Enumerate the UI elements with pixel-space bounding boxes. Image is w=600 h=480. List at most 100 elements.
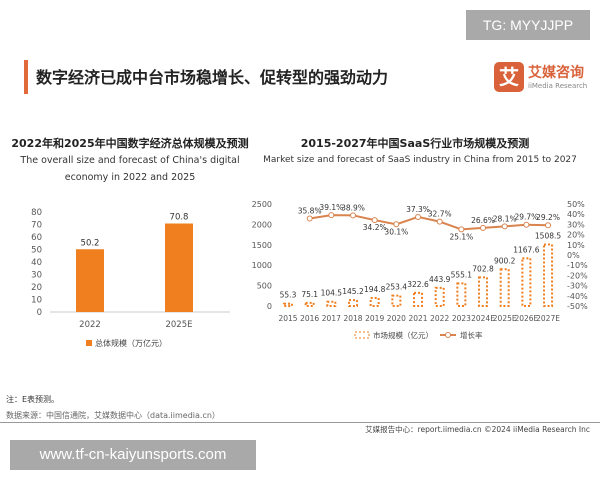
bar [499, 268, 510, 308]
growth-label: 39.1% [319, 203, 343, 212]
footer-credit: 艾媒报告中心：report.iimedia.cn ©2024 iiMedia R… [365, 425, 590, 434]
x-tick-label: 2017 [322, 314, 341, 323]
growth-label: 29.2% [536, 213, 560, 222]
bar [326, 300, 337, 307]
left-y-tick-label: 1500 [252, 241, 272, 250]
bar [165, 223, 193, 312]
y-tick-label: 50 [31, 246, 42, 256]
legend-swatch-bar [354, 331, 370, 339]
data-label: 75.1 [301, 290, 318, 299]
data-label: 104.5 [321, 289, 343, 298]
x-tick-label: 2016 [300, 314, 319, 323]
data-label: 50.2 [81, 238, 100, 248]
growth-label: 28.1% [493, 214, 517, 223]
growth-point [523, 221, 530, 228]
legend-label: 总体规模（万亿元） [95, 338, 167, 348]
bar [521, 257, 532, 307]
bar [283, 302, 293, 308]
x-tick-label: 2024E [471, 314, 495, 323]
y-tick-label: 80 [31, 208, 42, 218]
bar [543, 243, 554, 307]
growth-label: 29.7% [514, 213, 538, 222]
legend-swatch-point [445, 332, 451, 338]
left-y-tick-label: 2500 [252, 200, 272, 209]
growth-label: 32.7% [428, 210, 452, 219]
right-y-tick-label: -30% [567, 282, 588, 291]
footnote: 注：E表预测。 [6, 395, 60, 404]
right-chart-subtitle: Market size and forecast of SaaS industr… [263, 155, 577, 165]
growth-point [393, 221, 400, 228]
bar [478, 276, 489, 308]
growth-line [309, 214, 549, 231]
x-tick-label: 2025E [493, 314, 517, 323]
legend-swatch [86, 340, 92, 346]
y-tick-label: 60 [31, 233, 42, 243]
y-tick-label: 40 [31, 258, 42, 268]
x-tick-label: 2026E [514, 314, 538, 323]
bar [304, 301, 315, 307]
x-tick-label: 2015 [278, 314, 297, 323]
growth-label: 34.2% [363, 223, 387, 232]
left-y-tick-label: 500 [257, 282, 272, 291]
x-tick-label: 2018 [343, 314, 362, 323]
data-label: 702.8 [472, 264, 494, 273]
right-y-tick-label: 50% [567, 200, 585, 209]
x-tick-label: 2023 [452, 314, 471, 323]
growth-point [458, 226, 465, 233]
right-y-tick-label: 20% [567, 231, 585, 240]
data-label: 1508.5 [535, 231, 561, 240]
data-label: 900.2 [494, 256, 516, 265]
y-tick-label: 0 [37, 308, 42, 318]
left-y-tick-label: 1000 [252, 261, 272, 270]
y-tick-label: 10 [31, 296, 42, 306]
left-y-tick-label: 2000 [252, 220, 272, 229]
right-y-tick-label: 0% [567, 251, 580, 260]
growth-point [415, 213, 422, 220]
watermark-top: TG: MYYJJPP [466, 10, 590, 40]
right-y-tick-label: -10% [567, 261, 588, 270]
divider [0, 422, 600, 423]
bar [456, 282, 467, 308]
x-tick-label: 2025E [165, 320, 192, 330]
y-tick-label: 70 [31, 221, 42, 231]
growth-point [501, 223, 508, 230]
left-y-tick-label: 0 [267, 302, 272, 311]
data-label: 145.2 [342, 287, 364, 296]
left-chart-subtitle-1: The overall size and forecast of China's… [20, 155, 240, 166]
growth-label: 37.3% [406, 205, 430, 214]
growth-point [328, 212, 335, 219]
x-tick-label: 2020 [387, 314, 406, 323]
right-chart-title: 2015-2027年中国SaaS行业市场规模及预测 [300, 137, 530, 150]
data-label: 194.8 [364, 285, 386, 294]
growth-label: 35.8% [298, 206, 322, 215]
growth-point [545, 222, 552, 229]
bar [413, 291, 424, 308]
data-label: 322.6 [407, 280, 429, 289]
x-tick-label: 2022 [79, 320, 101, 330]
bar [369, 297, 380, 307]
data-source: 数据来源：中国信通院，艾媒数据中心（data.iimedia.cn） [6, 411, 220, 420]
right-y-tick-label: 40% [567, 210, 585, 219]
x-tick-label: 2019 [365, 314, 384, 323]
y-tick-label: 30 [31, 271, 42, 281]
data-label: 70.8 [170, 213, 189, 223]
x-tick-label: 2022 [430, 314, 449, 323]
data-label: 555.1 [451, 270, 473, 279]
logo-icon: 艾 [494, 62, 524, 92]
right-y-tick-label: 30% [567, 220, 585, 229]
growth-point [371, 217, 378, 224]
charts-canvas: 0 10 20 30 40 50 60 70 80 50.2 2022 70.8 2025E 总体规模（万… [31, 200, 588, 348]
growth-label: 25.1% [449, 232, 473, 241]
x-tick-label: 2027E [536, 314, 560, 323]
x-tick-label: 2021 [408, 314, 427, 323]
logo-text-en: iiMedia Research [528, 82, 588, 90]
right-y-tick-label: -40% [567, 292, 588, 301]
title-accent-bar [24, 60, 28, 94]
data-label: 443.9 [429, 275, 451, 284]
bar [391, 294, 402, 308]
page-title: 数字经济已成中台市场稳增长、促转型的强劲动力 [36, 68, 389, 87]
growth-label: 26.6% [471, 216, 495, 225]
legend-label-line: 增长率 [460, 330, 483, 340]
growth-point [306, 215, 313, 222]
left-chart-subtitle-2: economy in 2022 and 2025 [64, 172, 196, 183]
